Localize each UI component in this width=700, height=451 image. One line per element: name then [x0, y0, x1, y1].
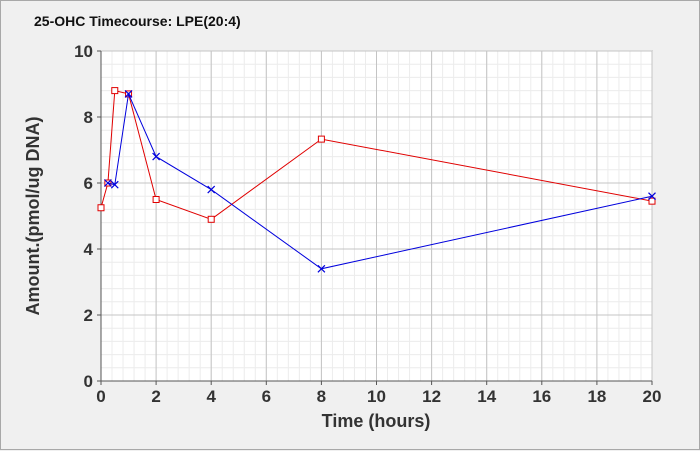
data-point-x-stroke — [317, 264, 326, 273]
series-line — [100, 89, 653, 220]
series-layer — [97, 87, 656, 273]
data-point-x-stroke — [207, 185, 216, 194]
x-tick-label: 10 — [367, 387, 386, 406]
x-tick-label: 16 — [532, 387, 551, 406]
data-point-x — [648, 192, 656, 201]
data-point-square — [648, 197, 656, 205]
x-tick-label: 20 — [643, 387, 662, 406]
data-point-square — [111, 87, 119, 95]
data-point-x — [207, 185, 216, 194]
data-point-x-stroke — [110, 180, 119, 189]
data-point-x-stroke — [124, 89, 133, 98]
x-tick-label: 2 — [151, 387, 160, 406]
y-tick-label: 6 — [84, 174, 93, 193]
data-point-x-stroke — [648, 192, 656, 201]
major-gridlines — [100, 50, 653, 382]
data-point-x-stroke — [103, 179, 112, 187]
x-tick-label: 0 — [96, 387, 105, 406]
data-point-x — [124, 89, 133, 98]
series-2 — [103, 89, 656, 273]
y-tick-label: 2 — [84, 306, 93, 325]
x-tick-label: 6 — [262, 387, 271, 406]
y-tick-label: 0 — [84, 372, 93, 391]
data-point-square — [207, 215, 215, 223]
data-point-x — [152, 152, 161, 161]
x-axis-label: Time (hours) — [322, 411, 431, 431]
data-point-square — [317, 135, 325, 143]
y-tick-label: 4 — [84, 240, 94, 259]
x-tick-label: 14 — [477, 387, 496, 406]
x-tick-label: 12 — [422, 387, 441, 406]
x-tick-label: 18 — [587, 387, 606, 406]
data-point-x — [103, 179, 112, 187]
chart-title: 25-OHC Timecourse: LPE(20:4) — [34, 13, 241, 29]
data-point-square — [97, 204, 105, 212]
x-tick-label: 4 — [206, 387, 216, 406]
data-point-square — [152, 196, 160, 203]
data-point-x — [110, 180, 119, 189]
y-tick-label: 10 — [74, 42, 93, 61]
y-tick-label: 8 — [84, 108, 93, 127]
data-point-x — [317, 264, 326, 273]
x-tick-label: 8 — [317, 387, 326, 406]
y-axis-ticks: 0 2 4 6 8 10 — [74, 42, 101, 391]
y-axis-label: Amount.(pmol/ug DNA) — [23, 117, 43, 316]
x-axis-ticks: 0 2 4 6 8 10 12 14 16 18 20 — [96, 381, 661, 406]
data-point-x-stroke — [152, 152, 161, 161]
